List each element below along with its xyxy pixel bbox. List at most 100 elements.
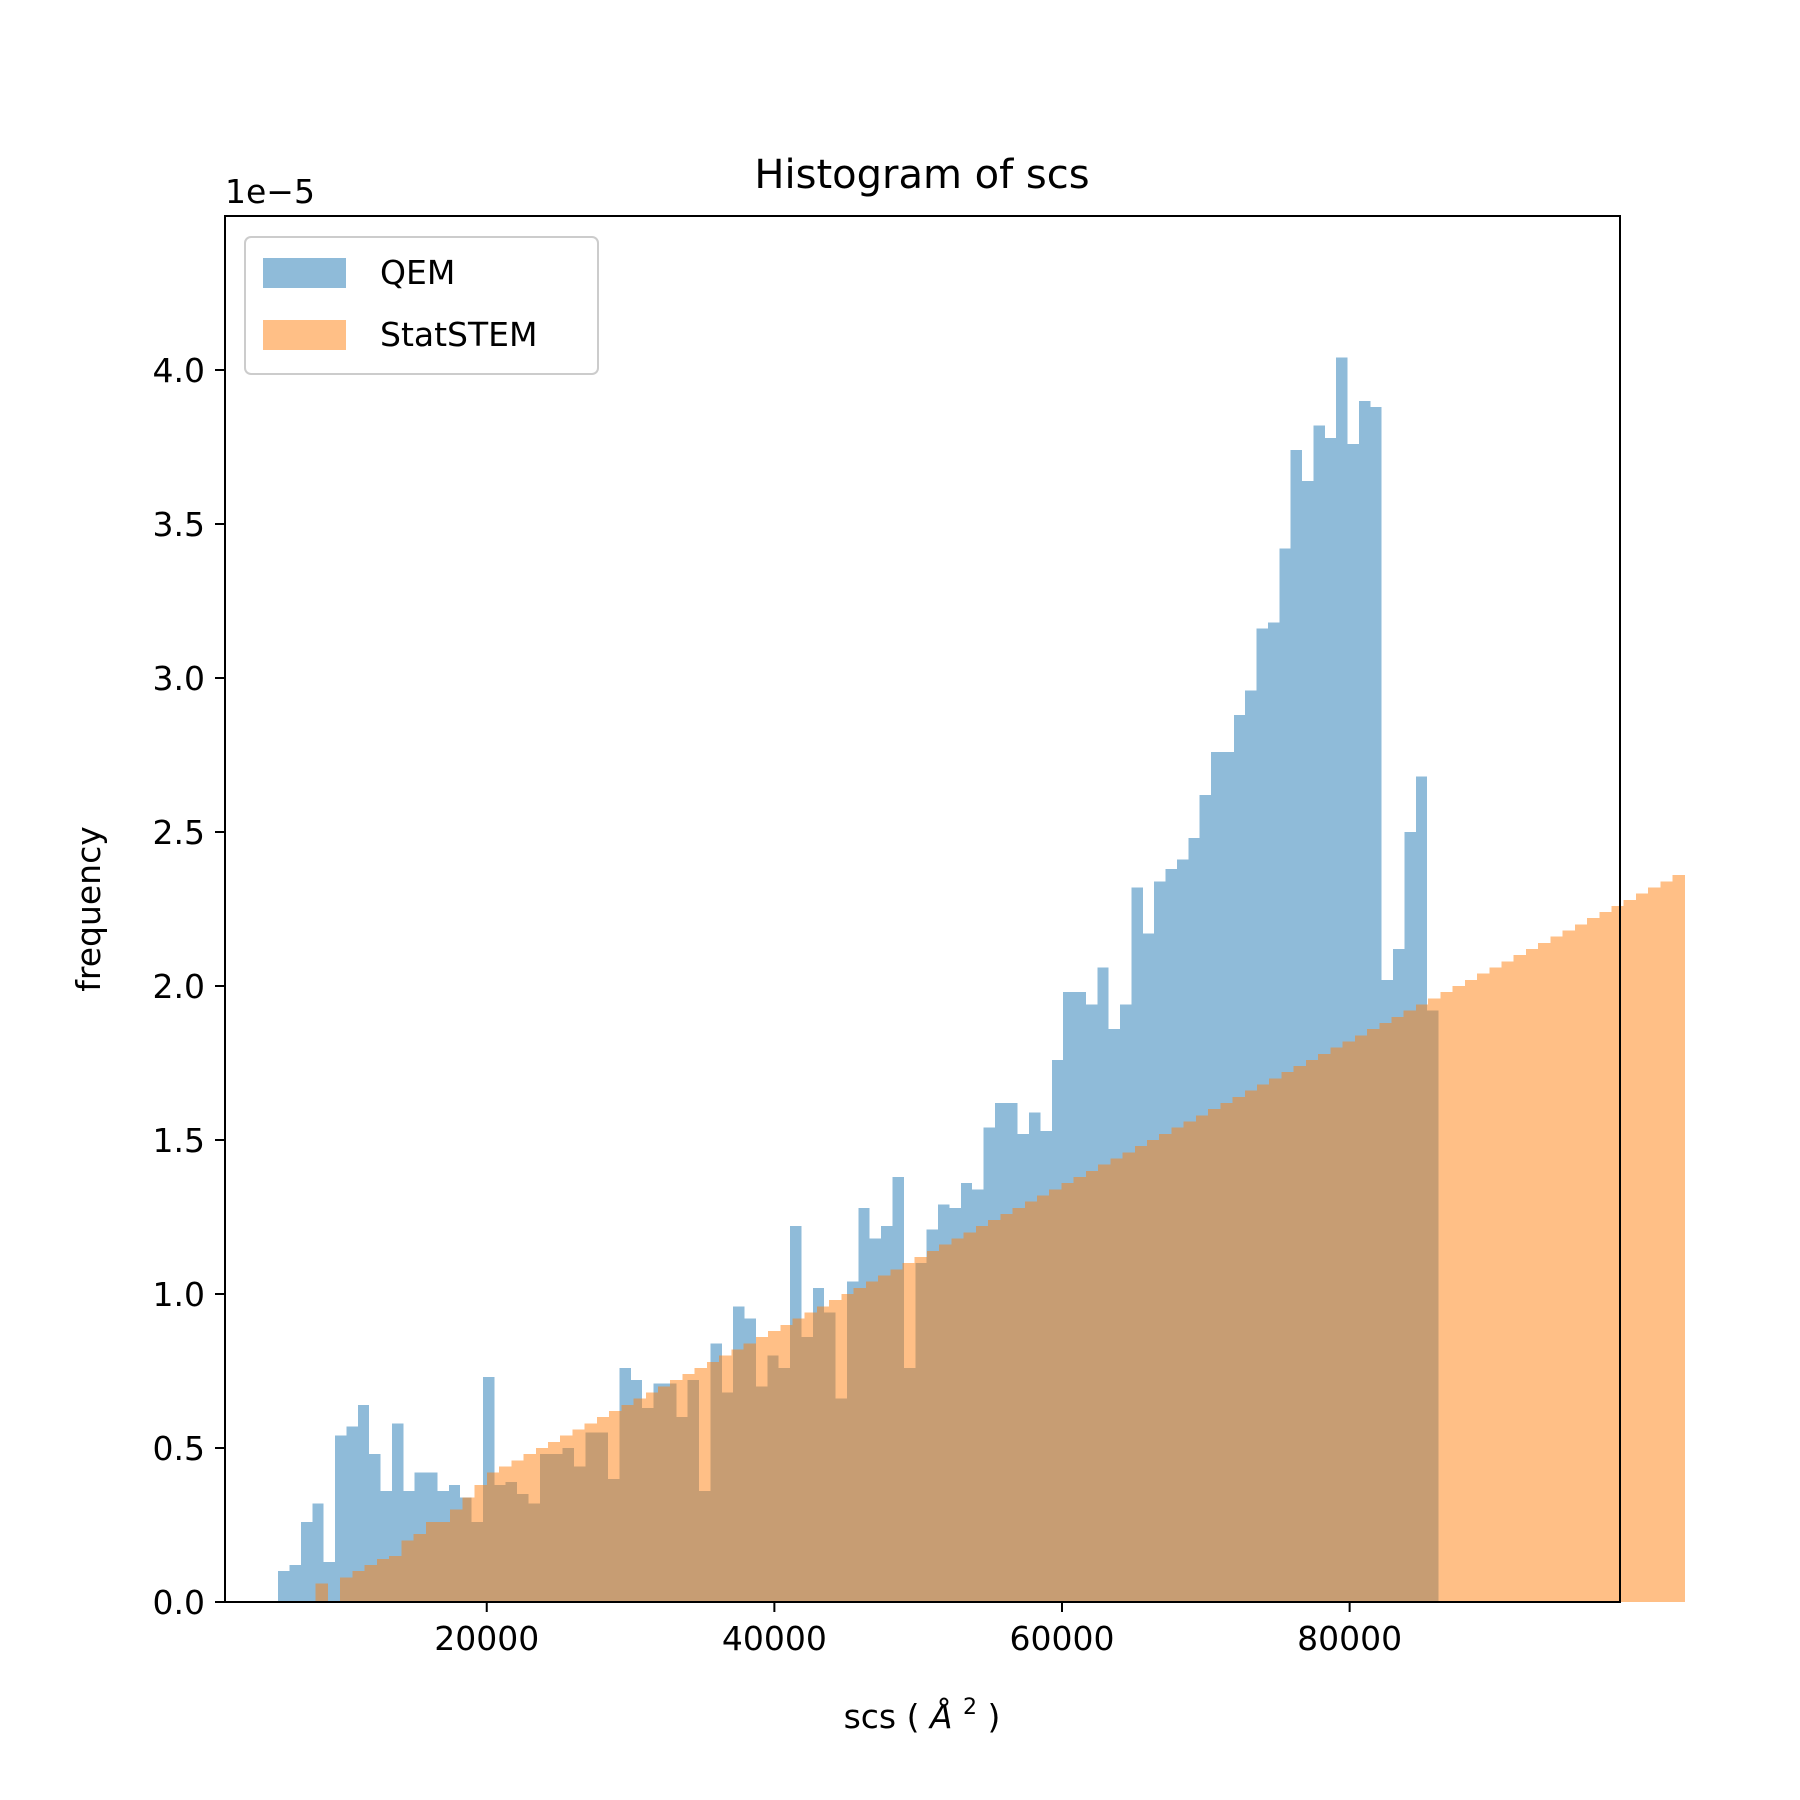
bar-statstem-102	[1562, 930, 1575, 1602]
bar-statstem-40	[804, 1312, 817, 1602]
bar-statstem-103	[1574, 924, 1588, 1602]
bar-statstem-30	[682, 1374, 695, 1602]
bar-qem-95	[1358, 400, 1371, 1602]
bar-statstem-106	[1611, 905, 1624, 1602]
bar-statstem-62	[1073, 1176, 1086, 1602]
bar-statstem-91	[1428, 998, 1441, 1602]
bar-statstem-61	[1061, 1183, 1074, 1602]
axes-frame	[224, 215, 1621, 1603]
legend-swatch-statstem	[263, 320, 346, 350]
bar-statstem-12	[462, 1497, 475, 1602]
bar-statstem-17	[523, 1454, 536, 1602]
bar-statstem-54	[975, 1226, 989, 1602]
bar-statstem-95	[1477, 973, 1490, 1602]
bar-statstem-99	[1525, 949, 1539, 1602]
bar-statstem-57	[1012, 1207, 1025, 1602]
bar-statstem-97	[1501, 961, 1514, 1602]
legend-swatch-qem	[263, 258, 346, 288]
bar-statstem-89	[1403, 1010, 1416, 1602]
y-tick-label-0: 0.0	[153, 1583, 205, 1622]
legend-label-statstem: StatSTEM	[380, 315, 537, 354]
bar-statstem-16	[511, 1460, 524, 1602]
bar-statstem-43	[841, 1294, 854, 1602]
bar-statstem-8	[413, 1534, 426, 1602]
bar-statstem-46	[878, 1275, 891, 1602]
bar-qem-4	[323, 1561, 336, 1602]
bar-statstem-4	[364, 1565, 377, 1602]
bar-statstem-65	[1110, 1158, 1123, 1602]
bar-statstem-63	[1085, 1170, 1099, 1602]
x-tick-label-3: 80000	[1297, 1619, 1402, 1658]
x-tick-label-1: 40000	[722, 1619, 827, 1658]
bar-statstem-81	[1305, 1059, 1319, 1602]
x-axis-ticks: 20000 40000 60000 80000	[434, 1602, 1402, 1658]
bar-statstem-94	[1464, 979, 1478, 1602]
bar-statstem-19	[548, 1441, 561, 1602]
bar-statstem-75	[1232, 1096, 1245, 1602]
bar-statstem-0	[315, 1583, 328, 1602]
bar-statstem-60	[1049, 1189, 1062, 1602]
bar-qem-89	[1290, 450, 1303, 1603]
bar-statstem-34	[731, 1349, 744, 1602]
bar-statstem-69	[1159, 1133, 1172, 1602]
y-tick-label-8: 4.0	[153, 351, 205, 390]
bar-statstem-10	[437, 1521, 451, 1602]
bar-qem-8	[369, 1454, 381, 1602]
y-offset-label: 1e−5	[225, 172, 315, 211]
y-tick-label-7: 3.5	[153, 505, 205, 544]
bar-qem-0	[278, 1571, 290, 1602]
bar-qem-3	[312, 1503, 324, 1602]
bar-statstem-84	[1342, 1041, 1355, 1602]
bar-qem-7	[357, 1404, 370, 1602]
bar-statstem-42	[829, 1300, 842, 1602]
legend-label-qem: QEM	[380, 253, 455, 292]
legend: QEM StatSTEM	[244, 236, 599, 375]
bar-statstem-50	[926, 1250, 940, 1602]
bar-statstem-56	[1000, 1213, 1013, 1602]
bar-statstem-111	[1672, 875, 1685, 1602]
bar-statstem-39	[792, 1318, 805, 1602]
y-tick-label-5: 2.5	[153, 813, 205, 852]
series-statstem	[315, 875, 1685, 1602]
bar-statstem-27	[645, 1392, 659, 1602]
bar-statstem-49	[914, 1257, 927, 1602]
bar-statstem-66	[1122, 1152, 1135, 1602]
x-axis-label-unit: Å	[928, 1696, 953, 1736]
bar-statstem-59	[1036, 1195, 1050, 1602]
bar-statstem-110	[1660, 881, 1673, 1602]
bar-statstem-83	[1330, 1047, 1343, 1602]
bar-statstem-68	[1146, 1140, 1160, 1602]
x-axis-label-prefix: scs (	[844, 1697, 920, 1736]
bar-qem-96	[1370, 406, 1382, 1603]
bar-statstem-107	[1623, 899, 1636, 1602]
bar-statstem-88	[1391, 1016, 1404, 1602]
bar-statstem-64	[1098, 1164, 1111, 1602]
bar-statstem-9	[425, 1521, 438, 1602]
bar-statstem-20	[560, 1435, 573, 1602]
bar-statstem-22	[584, 1423, 597, 1602]
y-tick-label-2: 1.0	[153, 1275, 205, 1314]
bar-statstem-32	[706, 1361, 720, 1602]
bar-statstem-21	[572, 1429, 585, 1602]
bar-statstem-108	[1635, 893, 1649, 1602]
bar-statstem-92	[1440, 992, 1453, 1602]
bar-statstem-18	[535, 1448, 549, 1602]
bar-statstem-31	[694, 1367, 707, 1602]
bar-statstem-101	[1550, 936, 1563, 1602]
bar-statstem-36	[755, 1337, 769, 1602]
bar-statstem-44	[853, 1287, 866, 1602]
bar-qem-5	[335, 1435, 347, 1602]
bar-statstem-98	[1513, 955, 1526, 1602]
y-axis-ticks: 0.0 0.5 1.0 1.5 2.0 2.5 3.0 3.5 4.0	[153, 351, 225, 1622]
x-tick-label-0: 20000	[434, 1619, 539, 1658]
bar-qem-9	[380, 1491, 392, 1602]
bar-statstem-71	[1183, 1121, 1196, 1602]
bar-statstem-3	[352, 1571, 365, 1602]
bar-statstem-7	[401, 1540, 414, 1602]
bar-statstem-37	[768, 1330, 781, 1602]
bar-statstem-23	[596, 1417, 610, 1602]
bar-statstem-13	[474, 1484, 487, 1602]
bar-statstem-77	[1257, 1084, 1270, 1602]
bar-qem-91	[1313, 425, 1325, 1603]
